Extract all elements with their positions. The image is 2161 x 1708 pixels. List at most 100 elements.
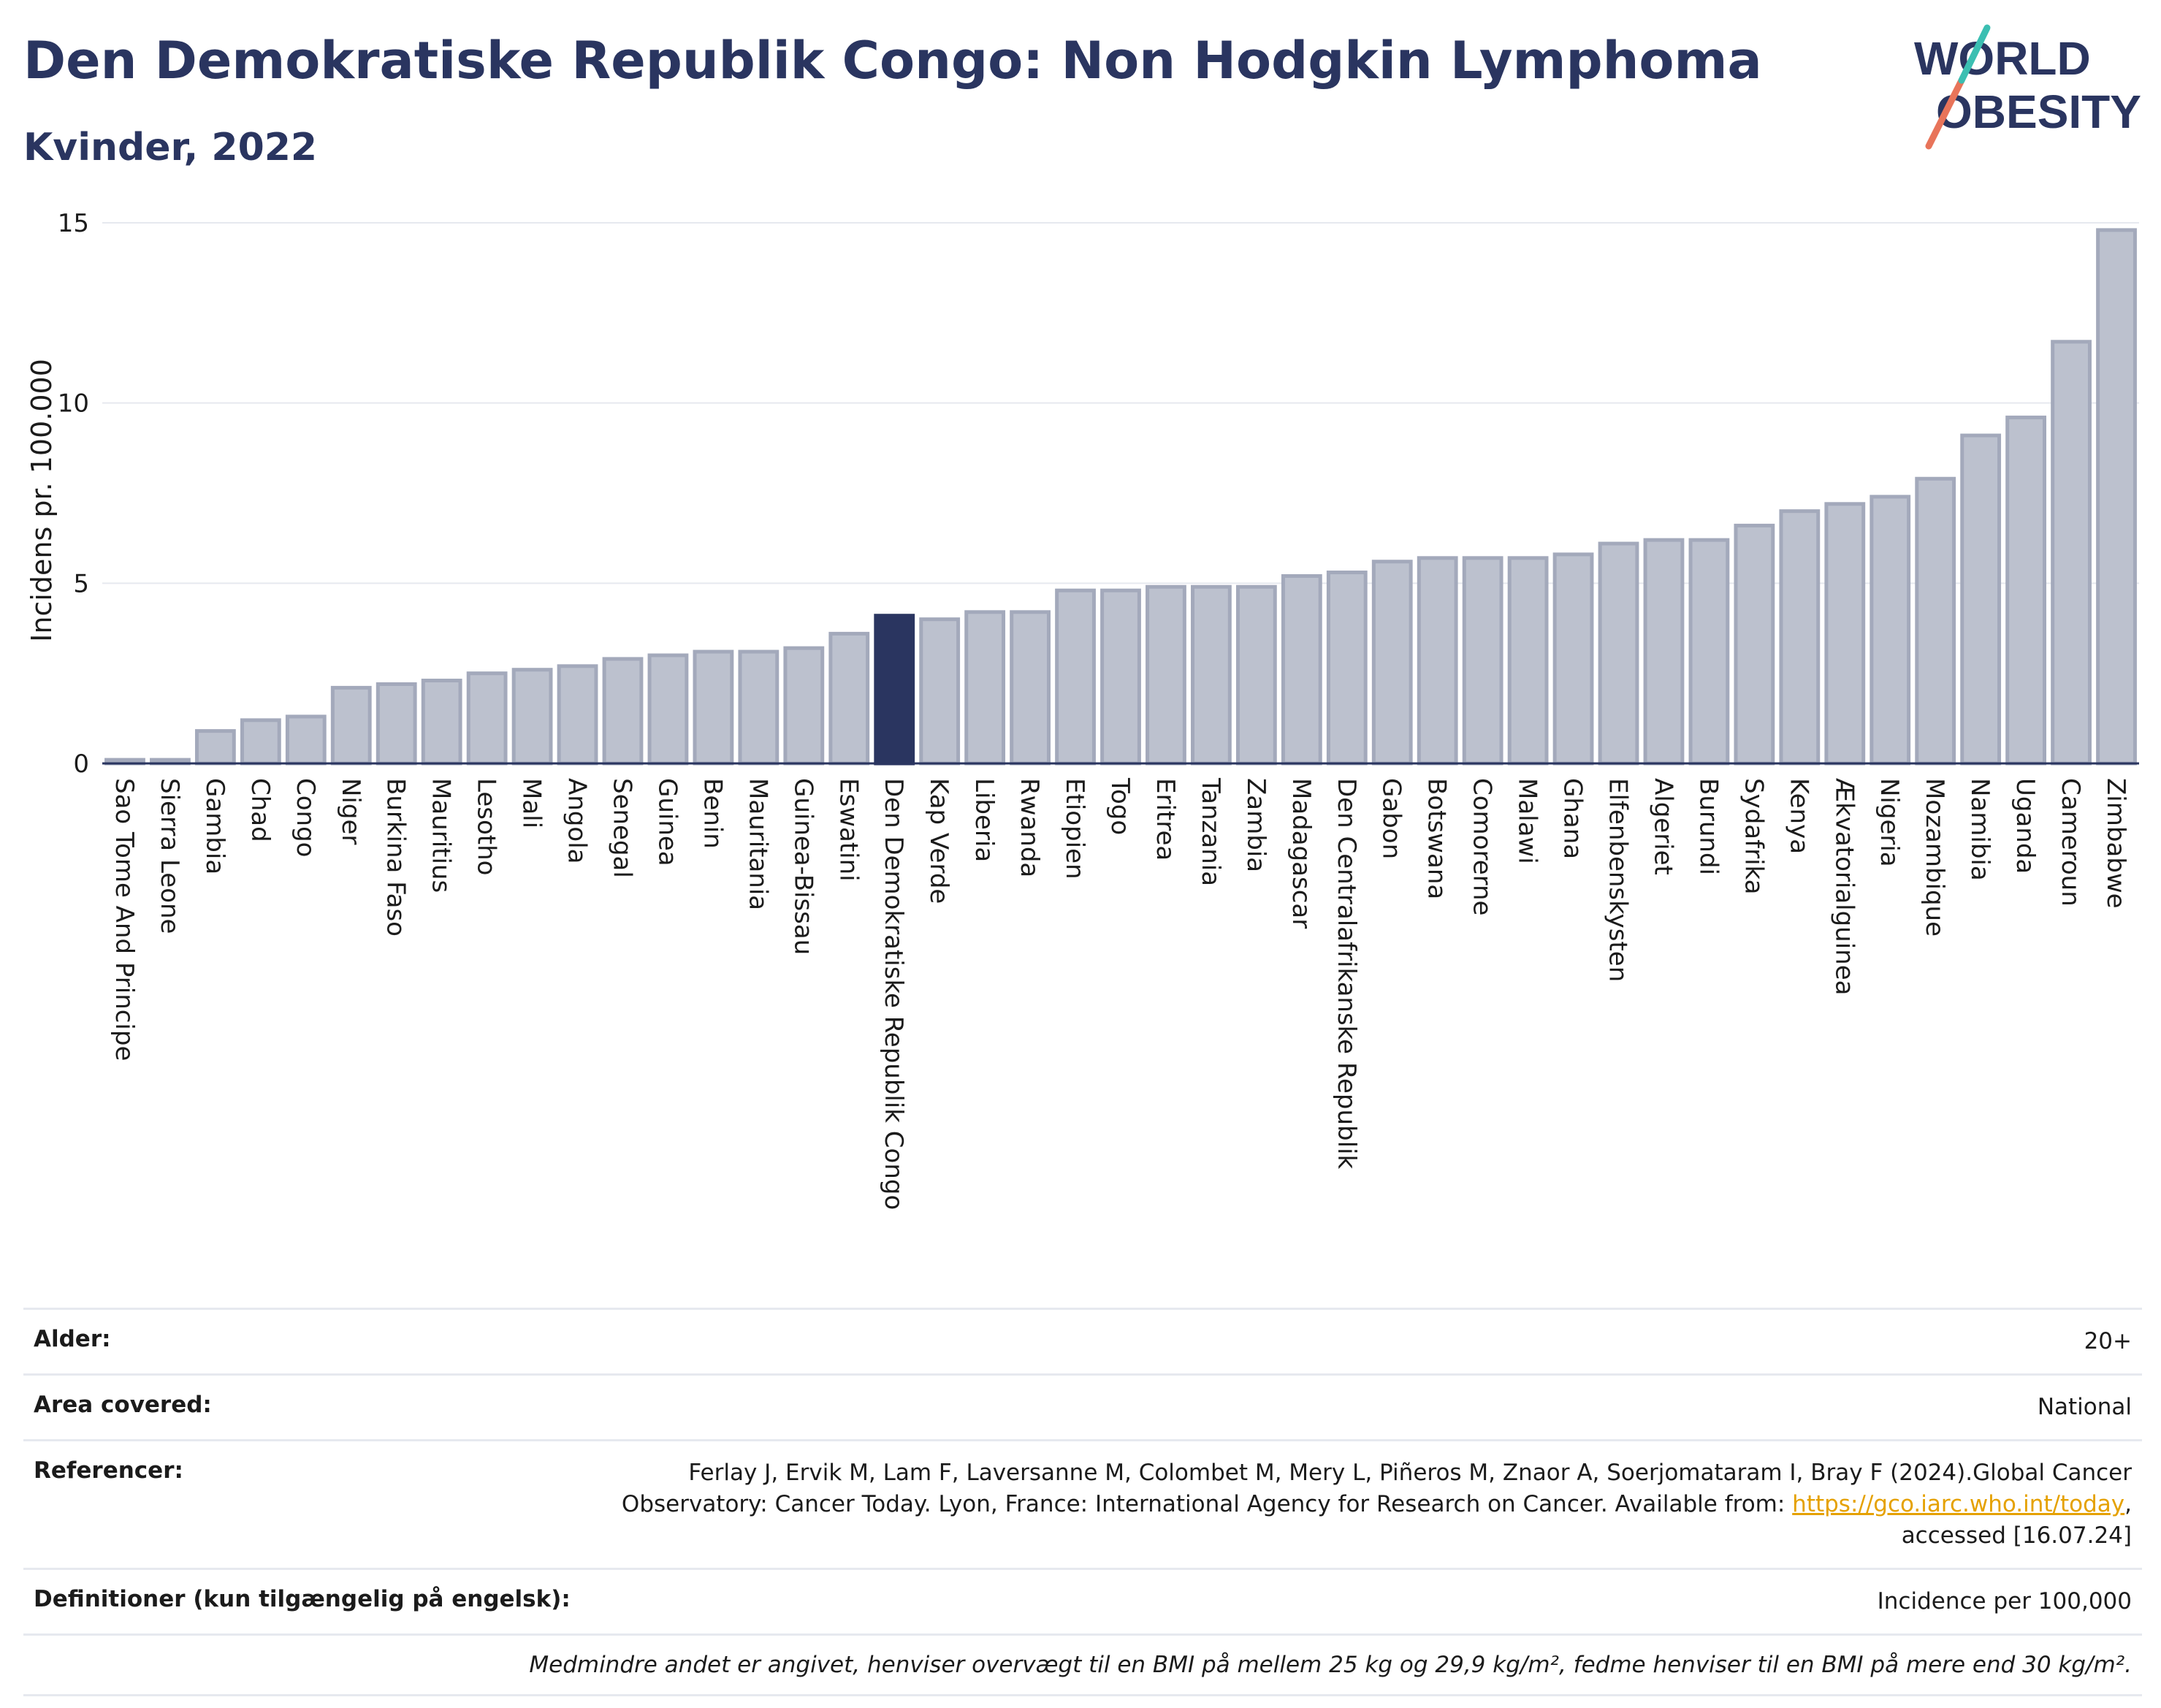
bar (1598, 541, 1639, 766)
bar (1417, 556, 1458, 766)
bar (1552, 552, 1594, 766)
bar (783, 646, 825, 766)
x-tick-label: Botswana (1422, 778, 1452, 899)
metadata-table: Alder: 20+ Area covered: National Refere… (23, 1308, 2142, 1696)
meta-row-age: Alder: 20+ (23, 1308, 2142, 1373)
bar (1371, 560, 1413, 766)
reference-link[interactable]: https://gco.iarc.who.int/today (1792, 1491, 2125, 1517)
meta-label-references: Referencer: (34, 1457, 183, 1484)
x-tick-label: Eswatini (834, 778, 863, 882)
reference-line-1: Ferlay J, Ervik M, Lam F, Laversanne M, … (688, 1460, 2132, 1486)
page-subtitle: Kvinder, 2022 (23, 126, 318, 169)
bar (2005, 415, 2047, 766)
x-tick-label: Cameroun (2056, 778, 2085, 907)
x-tick-label: Mali (517, 778, 546, 828)
x-tick-label: Burkina Faso (381, 778, 411, 937)
logo-text-line2: OBESITY (1936, 85, 2141, 138)
bar (1235, 584, 1277, 766)
x-tick-label: Den Demokratiske Republik Congo (879, 778, 908, 1210)
x-tick-label: Liberia (969, 778, 999, 862)
y-tick-label: 10 (58, 389, 89, 419)
x-tick-label: Guinea-Bissau (788, 778, 817, 955)
bar (376, 682, 417, 766)
meta-value-age: 20+ (2084, 1328, 2132, 1354)
x-tick-label: Mauritania (743, 778, 772, 910)
x-tick-label: Senegal (607, 778, 636, 878)
bar (1462, 556, 1503, 766)
bar (1643, 538, 1685, 766)
x-tick-label: Gabon (1377, 778, 1406, 859)
reference-line-2-end: , (2124, 1491, 2132, 1517)
bar (874, 614, 915, 766)
x-tick-label: Nigeria (1875, 778, 1904, 867)
x-tick-label: Uganda (2011, 778, 2040, 874)
bar (240, 718, 281, 766)
x-tick-label: Niger (336, 778, 365, 845)
x-tick-label: Zambia (1241, 778, 1270, 872)
bar (1281, 573, 1322, 766)
bar (1100, 588, 1141, 766)
meta-value-area: National (2037, 1394, 2132, 1420)
y-tick-label: 15 (58, 209, 89, 238)
bar (964, 610, 1006, 766)
x-tick-label: Burundi (1693, 778, 1723, 875)
x-tick-label: Zimbabwe (2101, 778, 2130, 909)
y-tick-label: 5 (73, 569, 89, 598)
bar (828, 631, 870, 766)
x-tick-label: Algeriet (1648, 778, 1677, 875)
bar (330, 685, 372, 766)
y-axis-title: Incidens pr. 100.000 (26, 359, 58, 642)
bar (1191, 584, 1232, 766)
bar (511, 668, 553, 766)
tick-labels: 0 5 10 15 Incidens pr. 100.000 Sao Tome And P… (26, 209, 2130, 1210)
bar (421, 679, 462, 766)
x-tick-label: Guinea (652, 778, 682, 866)
world-obesity-logo: WORLD OBESITY (1914, 24, 2141, 150)
bar (1960, 433, 2002, 766)
meta-row-definitions: Definitioner (kun tilgængelig på engelsk… (23, 1568, 2142, 1633)
bar (1734, 523, 1775, 766)
logo-text-line1: WORLD (1914, 32, 2091, 85)
reference-line-2: Observatory: Cancer Today. Lyon, France:… (621, 1491, 1793, 1517)
x-tick-label: Malawi (1513, 778, 1542, 864)
x-tick-label: Den Centralafrikanske Republik (1332, 778, 1361, 1169)
x-tick-label: Chad (245, 778, 275, 842)
footnote: Medmindre andet er angivet, henviser ove… (529, 1652, 2132, 1678)
x-tick-label: Namibia (1965, 778, 1994, 881)
x-tick-label: Sierra Leone (155, 778, 184, 934)
x-tick-label: Rwanda (1015, 778, 1044, 877)
x-tick-label: Eritrea (1151, 778, 1180, 861)
x-tick-label: Etiopien (1060, 778, 1089, 880)
bar (1870, 495, 1911, 766)
x-tick-label: Angola (563, 778, 592, 863)
x-tick-label: Kap Verde (924, 778, 953, 904)
x-tick-label: Mozambique (1920, 778, 1949, 937)
x-tick-label: Lesotho (472, 778, 501, 875)
x-tick-label: Tanzania (1196, 777, 1225, 886)
bar (2051, 340, 2092, 766)
bar (1507, 556, 1549, 766)
bar (466, 671, 508, 766)
meta-value-references: Ferlay J, Ervik M, Lam F, Laversanne M, … (622, 1457, 2132, 1552)
bar (2096, 228, 2137, 766)
bar (557, 664, 598, 766)
bar (1779, 509, 1821, 766)
meta-label-area: Area covered: (34, 1392, 212, 1418)
meta-row-area: Area covered: National (23, 1373, 2142, 1439)
bar (1824, 502, 1866, 766)
bar (919, 617, 961, 766)
x-tick-label: Madagascar (1287, 778, 1316, 929)
bars (104, 228, 2137, 766)
bar (1055, 588, 1096, 766)
x-tick-label: Elfenbenskysten (1604, 778, 1633, 982)
x-tick-label: Ækvatorialguinea (1829, 778, 1859, 995)
logo-slash-teal (1958, 24, 1991, 84)
logo-slash-red (1925, 77, 1965, 150)
reference-line-3: accessed [16.07.24] (1901, 1522, 2132, 1549)
bar (1010, 610, 1051, 766)
bar (1146, 584, 1186, 766)
bar (194, 729, 236, 766)
bar (693, 649, 734, 766)
bar-chart: 0 5 10 15 Incidens pr. 100.000 Sao Tome And P… (26, 209, 2139, 1210)
bar (602, 657, 644, 766)
